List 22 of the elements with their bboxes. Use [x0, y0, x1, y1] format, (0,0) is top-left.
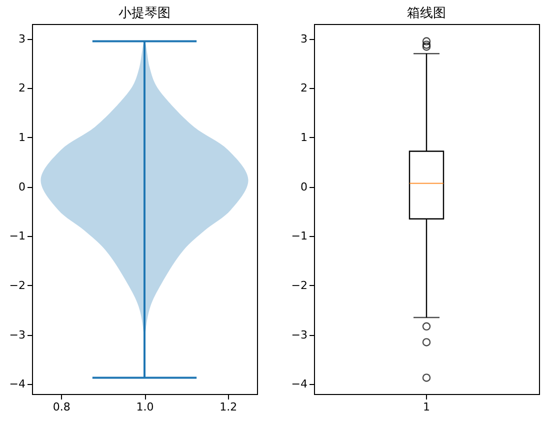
y-tick-label: −2 [9, 278, 26, 292]
x-tick-label: 1.2 [220, 400, 238, 414]
x-tick-label: 1 [423, 400, 430, 414]
y-tick-label: −1 [291, 230, 308, 243]
y-tick-label: −2 [291, 278, 308, 292]
x-tick-label: 1.0 [136, 400, 154, 414]
x-tick-label: 0.8 [52, 400, 70, 414]
y-tick-label: −4 [9, 378, 26, 391]
y-tick-label: 2 [18, 82, 26, 95]
y-tick-label: 1 [18, 130, 26, 144]
y-tick-label: −4 [291, 378, 308, 391]
chart-title: 小提琴图 [118, 6, 170, 21]
y-tick-label: 1 [300, 130, 308, 144]
y-tick-label: 3 [18, 32, 26, 46]
chart-title: 箱线图 [407, 6, 446, 21]
y-tick-label: 2 [300, 82, 308, 95]
y-tick-label: 3 [300, 32, 308, 46]
y-tick-label: 0 [300, 180, 308, 194]
y-tick-label: −3 [9, 328, 26, 342]
y-tick-label: −3 [291, 328, 308, 342]
y-tick-label: −1 [9, 230, 26, 243]
y-tick-label: 0 [18, 180, 26, 194]
